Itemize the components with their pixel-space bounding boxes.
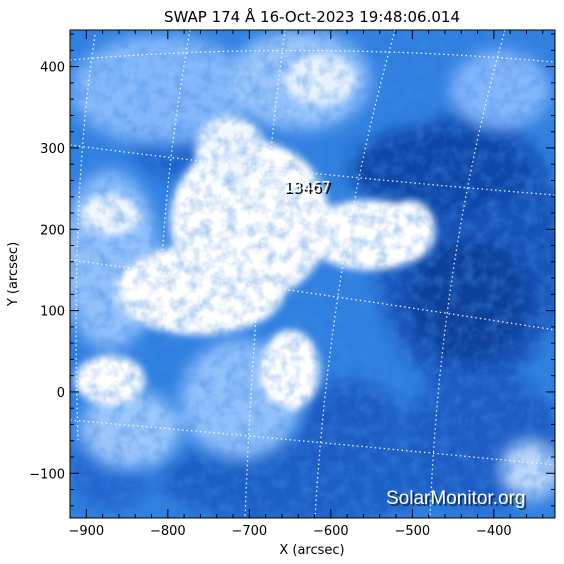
x-tick-label: −500 (394, 524, 430, 539)
x-tick-label: −600 (313, 524, 349, 539)
y-tick-label: 400 (40, 61, 65, 76)
y-tick-label: 0 (57, 386, 65, 401)
y-axis-title: Y (arcsec) (6, 242, 21, 307)
watermark-shadow: SolarMonitor.org (388, 490, 527, 511)
watermark: SolarMonitor.org (386, 488, 525, 509)
region-label-shadow: 13467 (285, 180, 333, 198)
y-tick-label: −100 (29, 467, 65, 482)
plot-frame (69, 29, 556, 519)
x-tick-label: −900 (68, 524, 104, 539)
image-texture (70, 30, 555, 518)
x-tick-label: −800 (150, 524, 186, 539)
solar-image: SolarMonitor.org SolarMonitor.org (70, 30, 555, 518)
x-axis-title: X (arcsec) (279, 543, 344, 558)
heliographic-grid (70, 30, 555, 518)
y-tick-label: 300 (40, 142, 65, 157)
axes: −900 −800 −700 −600 −500 −400 −100 0 100 200 300 40… (29, 30, 555, 539)
plot-title: SWAP 174 Å 16-Oct-2023 19:48:06.014 (164, 7, 460, 26)
y-tick-label: 200 (40, 223, 65, 238)
x-tick-label: −700 (231, 524, 267, 539)
region-label: 13467 (283, 178, 331, 196)
y-tick-label: 100 (40, 305, 65, 320)
x-tick-label: −400 (476, 524, 512, 539)
